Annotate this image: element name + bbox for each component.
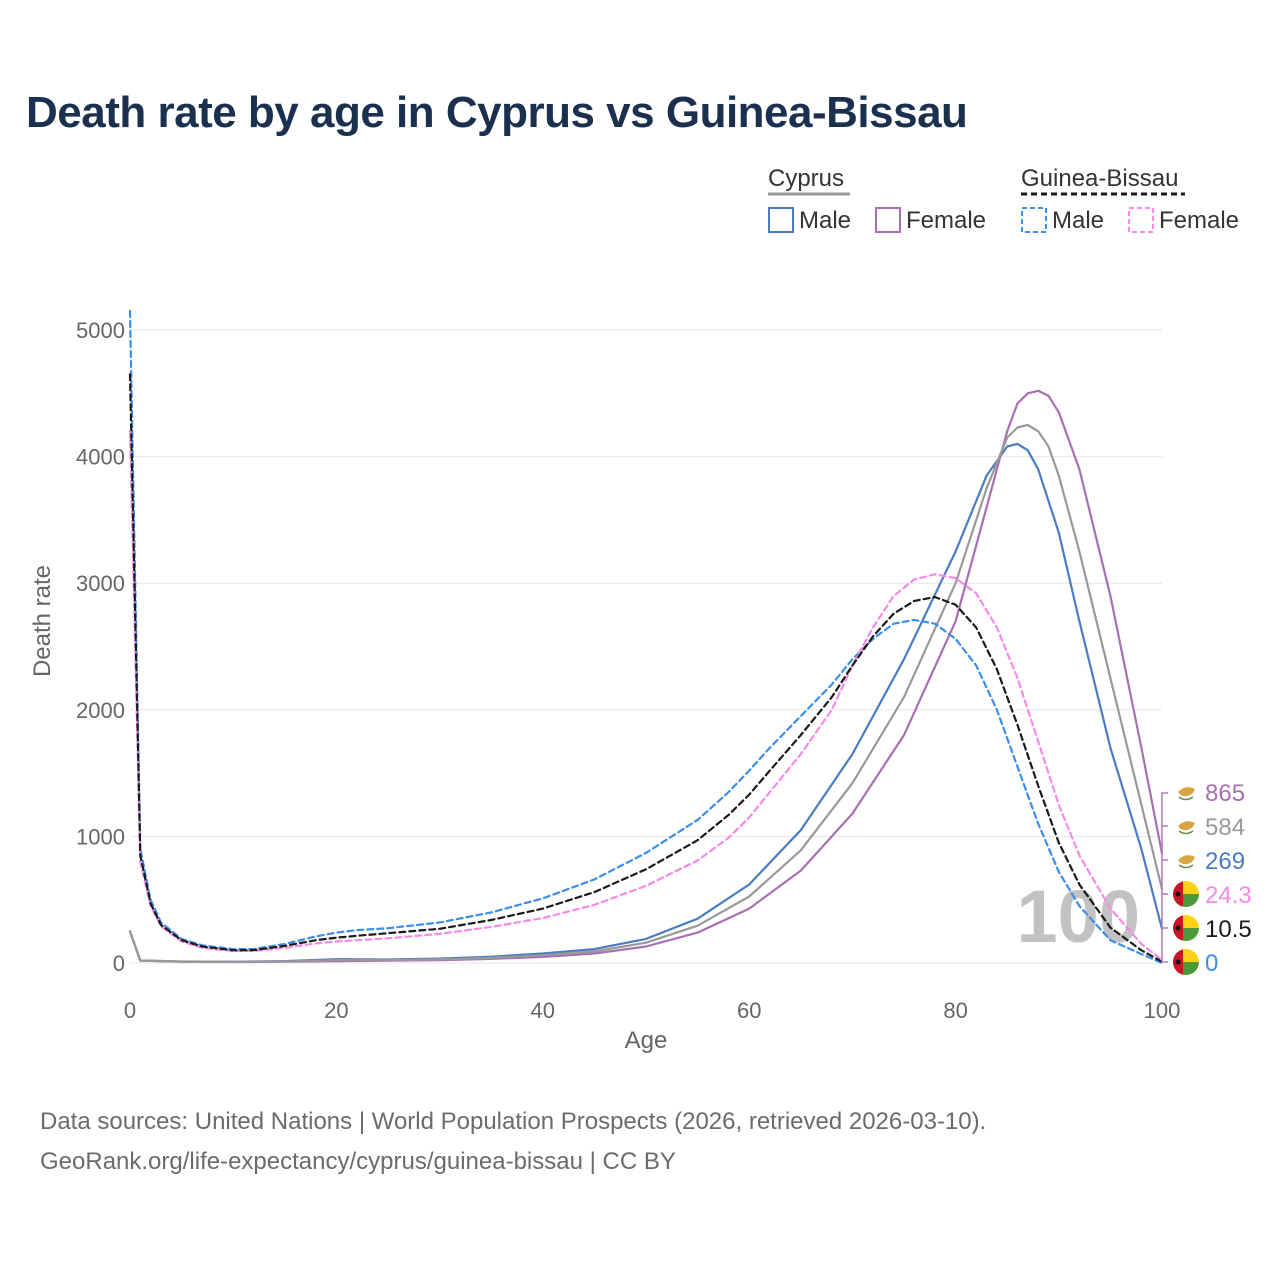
x-tick-label: 0 [124,998,136,1023]
end-label-cyprus-male: 269 [1205,848,1245,875]
chart-title: Death rate by age in Cyprus vs Guinea-Bi… [26,88,968,137]
legend-group-cyprus: Cyprus [768,165,844,192]
x-tick-label: 80 [943,998,967,1023]
legend-swatch-cyprus-male [768,207,794,233]
cyprus-flag-icon [1178,821,1195,835]
legend-label-cyprus-male: Male [799,207,851,234]
y-tick-label: 2000 [76,698,125,723]
end-label-cyprus-female: 865 [1205,780,1245,807]
legend-label-cyprus-female: Female [906,207,986,234]
cyprus-flag-icon [1178,787,1195,801]
end-label-gb-male: 0 [1205,950,1218,977]
guinea-bissau-flag-icon [1173,949,1199,975]
end-label-cyprus-total: 584 [1205,814,1245,841]
legend-swatch-gb-male [1021,207,1047,233]
legend-swatch-gb-female [1128,207,1154,233]
series [128,309,1164,965]
axes: Death rate Age 0 1000 2000 3000 4000 5000 0 20 4… [29,318,1180,1054]
y-tick-label: 5000 [76,318,125,343]
legend-group-guinea-bissau: Guinea-Bissau [1021,165,1178,192]
series-line-cyprus-female [128,389,1164,964]
legend-swatch-cyprus-female [875,207,901,233]
end-label-gb-female: 24.3 [1205,882,1252,909]
y-tick-label: 4000 [76,445,125,470]
series-line-cyprus-total [128,423,1164,963]
series-line-guinea-bissau-male [128,309,1164,965]
footer-sources: Data sources: United Nations | World Pop… [40,1108,987,1135]
grid [130,329,1162,964]
y-tick-label: 0 [113,951,125,976]
y-axis-label: Death rate [29,565,56,677]
x-axis-label: Age [625,1027,668,1054]
x-tick-label: 20 [324,998,348,1023]
y-tick-label: 1000 [76,824,125,849]
footer-link[interactable]: GeoRank.org/life-expectancy/cyprus/guine… [40,1148,676,1175]
series-line-cyprus-male [128,442,1164,963]
legend: Cyprus Male Female Guinea-Bissau Male Fe… [768,165,1239,234]
x-tick-label: 40 [531,998,555,1023]
guinea-bissau-flag-icon [1173,881,1199,907]
x-tick-label: 100 [1144,998,1181,1023]
legend-label-gb-female: Female [1159,207,1239,234]
cyprus-flag-icon [1178,855,1195,869]
end-label-bracket [1161,792,1168,963]
x-tick-label: 60 [737,998,761,1023]
y-tick-label: 3000 [76,571,125,596]
guinea-bissau-flag-icon [1173,915,1199,941]
end-label-gb-total: 10.5 [1205,916,1252,943]
series-line-guinea-bissau-total [128,373,1164,963]
legend-label-gb-male: Male [1052,207,1104,234]
